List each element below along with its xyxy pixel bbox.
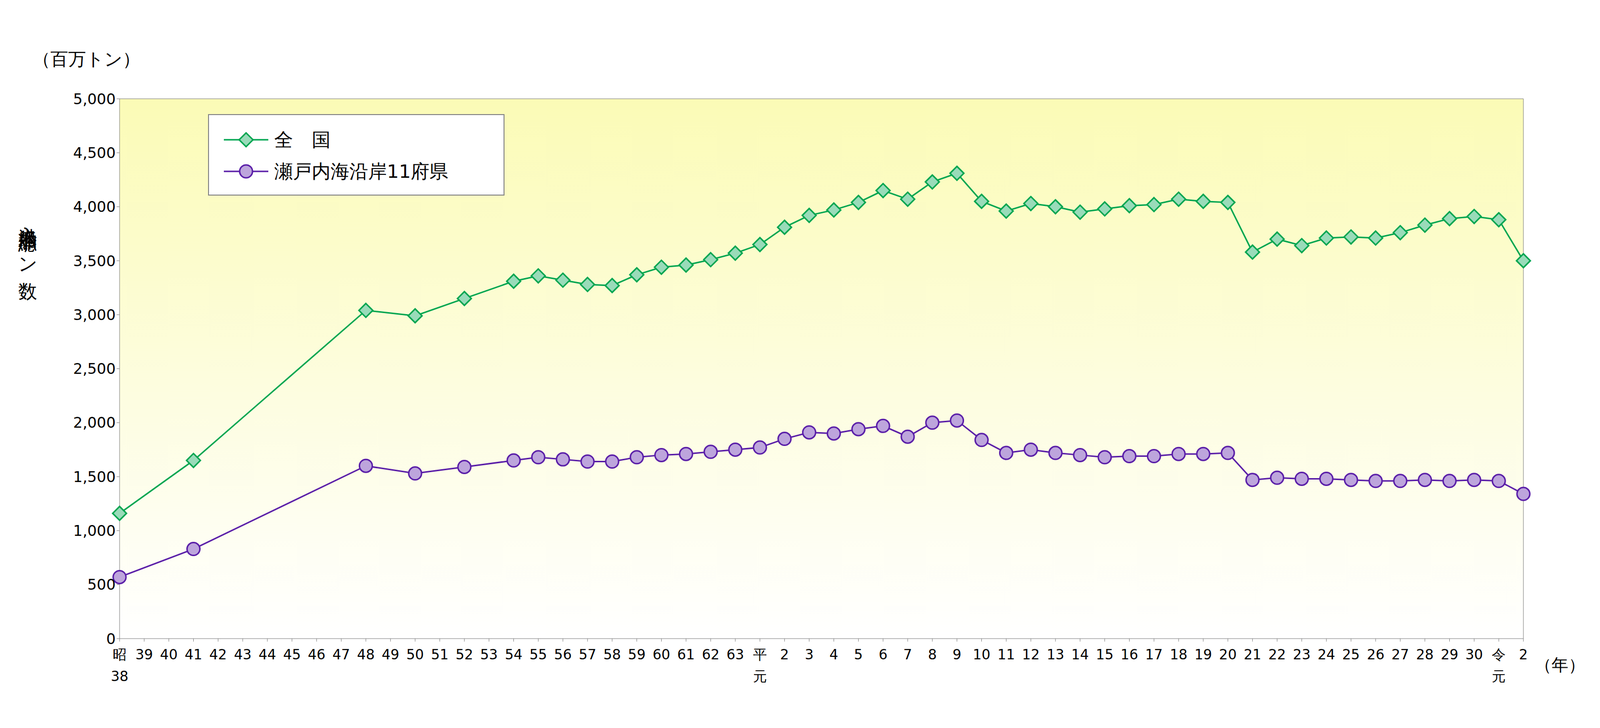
svg-text:58: 58 [603,646,622,664]
svg-text:59: 59 [628,646,646,664]
svg-text:63: 63 [726,646,745,664]
svg-text:8: 8 [927,646,937,664]
html-text:（百万トン）: （百万トン） [32,48,141,70]
svg-text:46: 46 [307,646,326,664]
svg-text:61: 61 [677,646,696,664]
svg-text:5,000: 5,000 [73,90,116,108]
svg-text:56: 56 [553,646,572,664]
svg-text:49: 49 [381,646,400,664]
svg-text:21: 21 [1243,646,1262,664]
svg-text:60: 60 [652,646,671,664]
html-text:全 国: 全 国 [274,128,331,151]
svg-text:51: 51 [430,646,449,664]
svg-text:令元: 令元 [1491,646,1506,685]
svg-text:53: 53 [480,646,499,664]
svg-text:4,500: 4,500 [73,144,116,162]
svg-text:5: 5 [853,646,863,664]
svg-text:11: 11 [997,646,1015,664]
svg-text:55: 55 [529,646,548,664]
svg-text:1,000: 1,000 [73,522,116,540]
svg-text:14: 14 [1071,646,1090,664]
svg-text:13: 13 [1046,646,1065,664]
svg-text:39: 39 [135,646,154,664]
svg-text:20: 20 [1219,646,1237,664]
svg-text:3,500: 3,500 [73,252,116,270]
svg-text:4,000: 4,000 [73,198,116,216]
svg-text:42: 42 [209,646,228,664]
svg-text:22: 22 [1268,646,1287,664]
svg-text:15: 15 [1095,646,1114,664]
svg-text:2: 2 [1518,646,1528,664]
svg-text:54: 54 [505,646,523,664]
html-text:瀬戸内海沿岸11府県: 瀬戸内海沿岸11府県 [274,160,449,183]
svg-text:62: 62 [701,646,720,664]
svg-text:30: 30 [1465,646,1483,664]
svg-text:0: 0 [106,630,116,648]
svg-text:昭38: 昭38 [110,646,129,685]
svg-text:50: 50 [406,646,424,664]
svg-text:41: 41 [184,646,203,664]
svg-text:3,000: 3,000 [73,306,116,324]
svg-text:45: 45 [283,646,301,664]
svg-text:44: 44 [258,646,277,664]
svg-text:9: 9 [952,646,962,664]
svg-text:19: 19 [1194,646,1213,664]
svg-text:57: 57 [578,646,597,664]
svg-text:平元: 平元 [753,646,767,685]
svg-text:2,000: 2,000 [73,414,116,432]
html-text:入港船舶総トン数: 入港船舶総トン数 [16,211,39,270]
html-text:（年）: （年） [1534,655,1586,675]
svg-text:25: 25 [1342,646,1360,664]
svg-text:2,500: 2,500 [73,360,116,378]
svg-text:500: 500 [87,576,116,594]
svg-text:3: 3 [804,646,814,664]
svg-text:2: 2 [780,646,790,664]
svg-text:17: 17 [1145,646,1164,664]
svg-text:47: 47 [332,646,351,664]
svg-text:28: 28 [1416,646,1434,664]
svg-text:24: 24 [1317,646,1336,664]
svg-text:4: 4 [829,646,839,664]
svg-text:26: 26 [1366,646,1385,664]
svg-text:52: 52 [455,646,474,664]
svg-text:12: 12 [1021,646,1040,664]
svg-text:16: 16 [1120,646,1139,664]
svg-text:48: 48 [357,646,376,664]
svg-text:10: 10 [972,646,991,664]
svg-text:6: 6 [878,646,888,664]
svg-text:27: 27 [1391,646,1410,664]
svg-text:7: 7 [903,646,913,664]
svg-text:18: 18 [1169,646,1188,664]
svg-text:23: 23 [1293,646,1311,664]
svg-text:43: 43 [233,646,252,664]
svg-text:1,500: 1,500 [73,468,116,486]
svg-text:29: 29 [1440,646,1459,664]
svg-text:40: 40 [160,646,178,664]
